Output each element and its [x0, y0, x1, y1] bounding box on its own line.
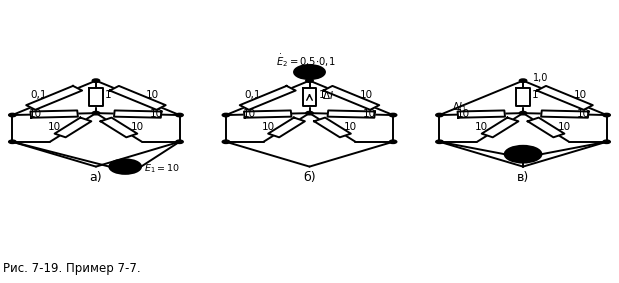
- Circle shape: [92, 112, 100, 115]
- Text: $E_2$: $E_2$: [517, 147, 529, 161]
- Text: б): б): [303, 171, 316, 184]
- Polygon shape: [26, 86, 82, 110]
- Polygon shape: [30, 110, 78, 118]
- Circle shape: [222, 113, 230, 117]
- Text: 10: 10: [558, 123, 571, 132]
- Text: 10: 10: [262, 123, 275, 132]
- Text: $E_1=10$: $E_1=10$: [144, 162, 180, 175]
- Polygon shape: [457, 110, 505, 118]
- Text: 1: 1: [319, 90, 326, 100]
- Text: 10: 10: [131, 123, 144, 132]
- Circle shape: [603, 113, 610, 117]
- Polygon shape: [114, 110, 162, 118]
- Text: 1: 1: [532, 90, 539, 100]
- Polygon shape: [303, 88, 316, 106]
- Circle shape: [306, 112, 313, 115]
- Circle shape: [436, 113, 443, 117]
- Circle shape: [389, 113, 397, 117]
- Polygon shape: [268, 118, 305, 137]
- Polygon shape: [516, 88, 530, 106]
- Text: Рис. 7-19. Пример 7-7.: Рис. 7-19. Пример 7-7.: [3, 261, 141, 275]
- Circle shape: [519, 112, 527, 115]
- Text: а): а): [90, 171, 102, 184]
- Text: 10: 10: [48, 123, 61, 132]
- Circle shape: [110, 159, 141, 174]
- Text: 1: 1: [105, 90, 112, 100]
- Circle shape: [9, 140, 16, 143]
- Polygon shape: [537, 86, 593, 110]
- Text: $\dot{E}_2=0{,}5{\cdot}0{,}1$: $\dot{E}_2=0{,}5{\cdot}0{,}1$: [275, 52, 335, 69]
- Circle shape: [176, 113, 183, 117]
- Circle shape: [222, 140, 230, 143]
- Circle shape: [176, 140, 183, 143]
- Text: 10: 10: [243, 109, 256, 119]
- Text: 0,1: 0,1: [31, 90, 48, 100]
- Text: 10: 10: [363, 109, 376, 119]
- Text: 1,0: 1,0: [533, 73, 548, 83]
- Text: 10: 10: [577, 109, 590, 119]
- Polygon shape: [323, 86, 379, 110]
- Text: 10: 10: [360, 90, 373, 100]
- Circle shape: [9, 113, 16, 117]
- Circle shape: [436, 140, 443, 143]
- Text: 10: 10: [475, 123, 488, 132]
- Text: 10: 10: [146, 90, 159, 100]
- Text: 10: 10: [456, 109, 469, 119]
- Polygon shape: [327, 110, 375, 118]
- Circle shape: [603, 140, 610, 143]
- Polygon shape: [100, 118, 137, 137]
- Polygon shape: [314, 118, 351, 137]
- Text: 10: 10: [344, 123, 357, 132]
- Text: $\Delta I_1$: $\Delta I_1$: [452, 100, 467, 113]
- Polygon shape: [89, 88, 103, 106]
- Text: 10: 10: [29, 109, 42, 119]
- Text: 10: 10: [150, 109, 163, 119]
- Circle shape: [92, 79, 100, 82]
- Polygon shape: [541, 110, 589, 118]
- Text: 0,1: 0,1: [245, 90, 261, 100]
- Polygon shape: [244, 110, 292, 118]
- Polygon shape: [482, 118, 519, 137]
- Circle shape: [504, 146, 542, 163]
- Polygon shape: [110, 86, 166, 110]
- Circle shape: [294, 65, 325, 79]
- Text: в): в): [517, 171, 529, 184]
- Text: $\Delta I$: $\Delta I$: [322, 89, 334, 101]
- Circle shape: [389, 140, 397, 143]
- Polygon shape: [527, 118, 565, 137]
- Text: 10: 10: [573, 90, 586, 100]
- Polygon shape: [54, 118, 92, 137]
- Circle shape: [519, 79, 527, 82]
- Polygon shape: [240, 86, 296, 110]
- Circle shape: [306, 79, 313, 82]
